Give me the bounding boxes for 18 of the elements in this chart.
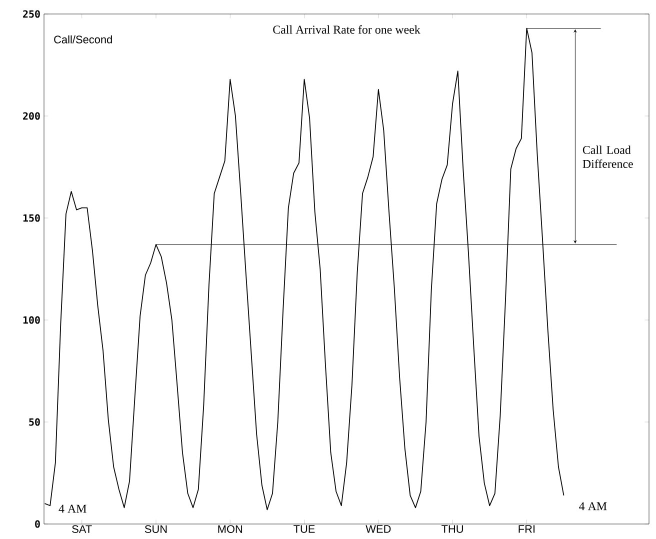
- y-tick-label: 200: [23, 112, 40, 120]
- x-tick-label: MON: [218, 525, 242, 533]
- x-tick-label: TUE: [294, 525, 315, 533]
- annotation: Call Load Difference: [582, 146, 633, 168]
- x-tick-label: FRI: [518, 525, 534, 533]
- x-tick-label: SUN: [144, 525, 167, 533]
- x-tick-label: THU: [442, 525, 463, 533]
- y-tick-label: 50: [29, 418, 40, 426]
- x-tick-label: SAT: [72, 525, 92, 533]
- y-axis-title: Call/Second: [54, 35, 112, 44]
- y-tick-label: 100: [23, 316, 40, 324]
- x-tick-label: WED: [366, 525, 391, 533]
- annotation: 4 AM: [58, 504, 86, 513]
- y-tick-label: 250: [23, 10, 40, 18]
- y-tick-label: 150: [23, 214, 40, 222]
- text: Call Arrival Rate for one week: [273, 25, 420, 34]
- annotation: 4 AM: [579, 502, 607, 510]
- y-tick-label: 0: [35, 520, 40, 528]
